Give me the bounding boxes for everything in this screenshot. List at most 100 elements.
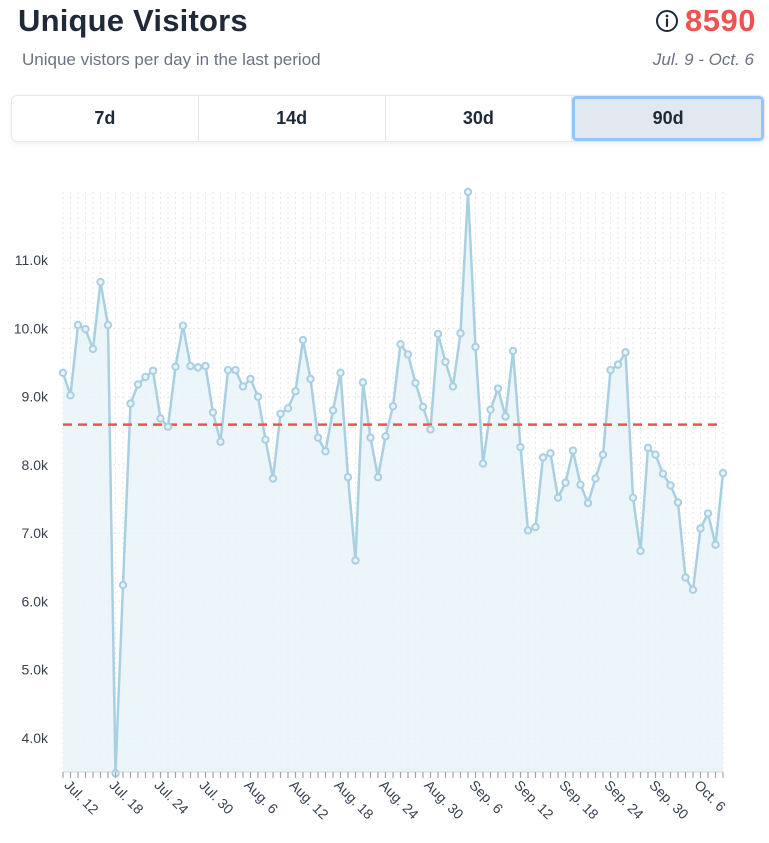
data-point bbox=[433, 329, 443, 339]
x-tick-label: Jul. 18 bbox=[106, 777, 147, 818]
data-point bbox=[696, 524, 705, 533]
data-point bbox=[276, 409, 285, 418]
data-point bbox=[576, 480, 585, 489]
data-point bbox=[546, 449, 555, 458]
data-point bbox=[148, 366, 158, 375]
range-button-90d[interactable]: 90d bbox=[572, 96, 764, 141]
data-point bbox=[238, 382, 248, 391]
y-tick-label: 6.0k bbox=[22, 593, 49, 609]
data-point bbox=[591, 474, 600, 483]
y-tick-label: 11.0k bbox=[15, 252, 49, 268]
data-point bbox=[418, 402, 428, 412]
x-tick-label: Jul. 30 bbox=[196, 777, 237, 818]
data-point bbox=[336, 368, 345, 378]
data-point bbox=[171, 362, 180, 371]
data-point bbox=[403, 350, 413, 359]
data-point bbox=[658, 469, 668, 479]
page-title: Unique Visitors bbox=[18, 3, 248, 38]
data-point bbox=[703, 509, 713, 518]
data-point bbox=[396, 339, 405, 349]
data-point bbox=[291, 387, 300, 396]
data-point bbox=[523, 526, 533, 535]
data-point bbox=[441, 357, 450, 367]
data-point bbox=[531, 522, 540, 532]
data-point bbox=[96, 277, 105, 287]
data-point bbox=[718, 468, 728, 478]
data-point bbox=[193, 363, 203, 372]
x-tick-label: Aug. 18 bbox=[331, 777, 377, 823]
data-point bbox=[208, 408, 218, 417]
data-point bbox=[486, 405, 495, 414]
data-point bbox=[448, 382, 458, 391]
x-tick-label: Aug. 6 bbox=[241, 777, 281, 817]
data-point bbox=[283, 404, 293, 413]
data-point bbox=[58, 368, 68, 378]
data-point bbox=[666, 481, 675, 490]
series-area bbox=[63, 192, 723, 774]
x-tick-label: Jul. 24 bbox=[151, 777, 192, 818]
data-point bbox=[216, 437, 225, 446]
y-tick-label: 7.0k bbox=[22, 525, 49, 541]
range-button-14d[interactable]: 14d bbox=[199, 96, 386, 141]
data-point bbox=[103, 320, 113, 330]
data-point bbox=[613, 360, 623, 369]
data-point bbox=[688, 585, 698, 595]
data-point bbox=[313, 433, 323, 442]
data-point bbox=[81, 324, 90, 334]
data-point bbox=[126, 399, 135, 408]
data-point bbox=[358, 378, 368, 387]
data-point bbox=[328, 406, 338, 415]
data-point bbox=[501, 412, 510, 421]
info-circle-icon[interactable] bbox=[655, 9, 679, 33]
page-subtitle: Unique vistors per day in the last perio… bbox=[22, 50, 321, 69]
x-tick-label: Sep. 30 bbox=[646, 777, 692, 823]
data-point bbox=[156, 414, 165, 423]
data-point bbox=[186, 361, 195, 371]
data-point bbox=[133, 380, 143, 389]
data-point bbox=[141, 372, 150, 382]
x-tick-label: Aug. 12 bbox=[286, 777, 332, 823]
x-tick-label: Sep. 18 bbox=[556, 777, 602, 823]
data-point bbox=[253, 392, 263, 401]
data-point bbox=[463, 187, 473, 197]
data-point bbox=[673, 498, 683, 507]
data-point bbox=[388, 402, 398, 411]
range-button-30d[interactable]: 30d bbox=[386, 96, 573, 141]
data-point bbox=[321, 447, 330, 456]
x-tick-label: Aug. 24 bbox=[376, 777, 422, 823]
range-button-7d[interactable]: 7d bbox=[12, 96, 199, 141]
range-selector: 7d 14d 30d 90d bbox=[11, 95, 765, 142]
data-point bbox=[88, 344, 98, 354]
data-point bbox=[366, 433, 375, 442]
data-point bbox=[471, 342, 480, 352]
x-tick-label: Sep. 12 bbox=[511, 777, 557, 823]
data-point bbox=[456, 329, 465, 338]
data-point bbox=[426, 425, 435, 434]
data-point bbox=[231, 365, 240, 375]
data-point bbox=[261, 435, 270, 444]
data-point bbox=[538, 453, 548, 462]
data-point bbox=[621, 348, 630, 357]
data-point bbox=[351, 556, 360, 565]
data-point bbox=[223, 365, 233, 375]
data-point bbox=[201, 361, 210, 371]
data-point bbox=[343, 473, 353, 482]
data-point bbox=[583, 498, 593, 508]
data-point bbox=[246, 374, 255, 384]
data-point bbox=[681, 573, 690, 582]
y-tick-label: 10.0k bbox=[14, 320, 49, 336]
y-tick-label: 4.0k bbox=[22, 730, 49, 746]
date-range: Jul. 9 - Oct. 6 bbox=[652, 50, 754, 69]
x-tick-label: Jul. 12 bbox=[61, 777, 102, 818]
data-point bbox=[643, 443, 653, 453]
stat-value: 8590 bbox=[685, 3, 756, 38]
data-point bbox=[268, 474, 278, 483]
data-point bbox=[516, 443, 525, 452]
x-tick-label: Oct. 6 bbox=[691, 777, 729, 815]
data-point bbox=[711, 540, 720, 549]
data-point bbox=[163, 422, 173, 431]
data-point bbox=[628, 493, 638, 502]
data-point bbox=[381, 432, 390, 441]
stat-group: 8590 bbox=[655, 3, 756, 39]
visitors-chart: 4.0k 5.0k 6.0k 7.0k 8.0k 9.0k 10.0k 11.0k Jul. 1… bbox=[14, 187, 729, 823]
